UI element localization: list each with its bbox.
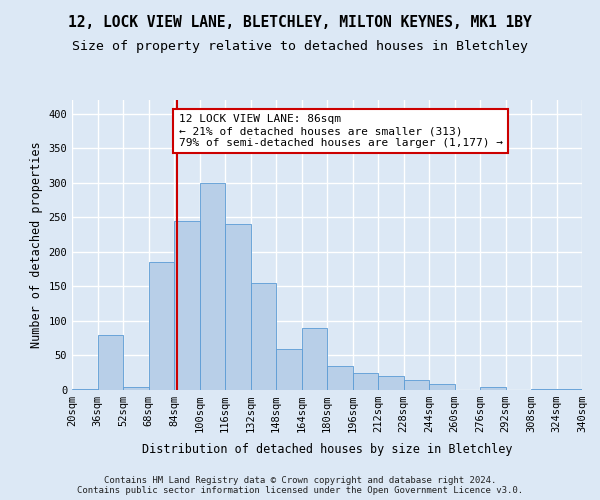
Text: Size of property relative to detached houses in Bletchley: Size of property relative to detached ho… [72, 40, 528, 53]
Bar [429, 384, 455, 390]
Bar [480, 386, 505, 390]
Bar [123, 386, 149, 390]
Bar [174, 221, 199, 390]
Bar [199, 183, 225, 390]
Text: 12, LOCK VIEW LANE, BLETCHLEY, MILTON KEYNES, MK1 1BY: 12, LOCK VIEW LANE, BLETCHLEY, MILTON KE… [68, 15, 532, 30]
Bar [327, 366, 353, 390]
Bar [378, 376, 404, 390]
Bar [404, 380, 429, 390]
Bar [97, 335, 123, 390]
Bar [225, 224, 251, 390]
Bar [531, 388, 557, 390]
Y-axis label: Number of detached properties: Number of detached properties [30, 142, 43, 348]
Bar [72, 388, 97, 390]
Bar [276, 348, 302, 390]
Text: Contains HM Land Registry data © Crown copyright and database right 2024.
Contai: Contains HM Land Registry data © Crown c… [77, 476, 523, 495]
Bar [302, 328, 327, 390]
X-axis label: Distribution of detached houses by size in Bletchley: Distribution of detached houses by size … [142, 444, 512, 456]
Bar [149, 262, 174, 390]
Text: 12 LOCK VIEW LANE: 86sqm
← 21% of detached houses are smaller (313)
79% of semi-: 12 LOCK VIEW LANE: 86sqm ← 21% of detach… [179, 114, 503, 148]
Bar [353, 372, 378, 390]
Bar [251, 283, 276, 390]
